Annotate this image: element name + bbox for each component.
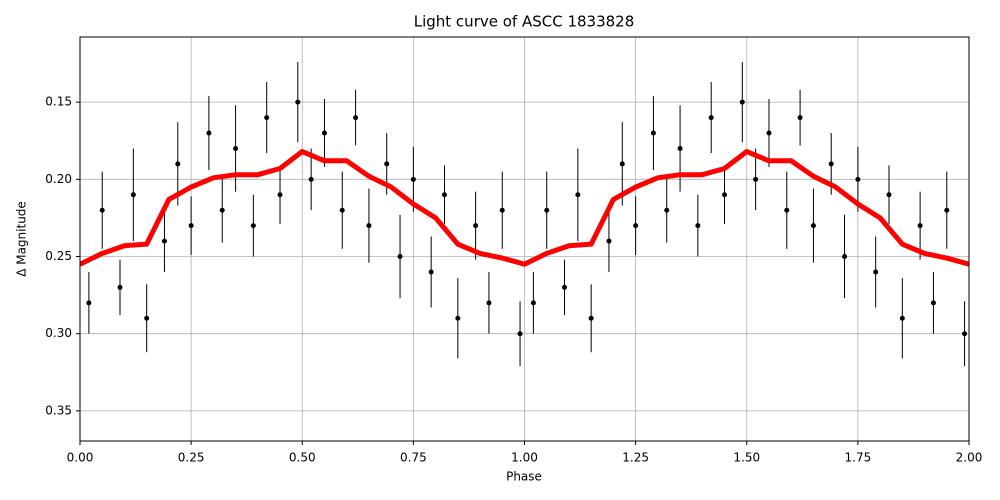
x-tick-label: 0.75 [400, 451, 427, 465]
data-point [944, 207, 950, 213]
data-point [175, 161, 181, 167]
data-point [739, 99, 745, 105]
x-tick-label: 0.50 [289, 451, 316, 465]
data-point [295, 99, 301, 105]
data-point [144, 315, 150, 321]
y-tick-label: 0.25 [45, 249, 72, 263]
data-point [233, 145, 239, 151]
data-point [397, 254, 403, 260]
data-point [562, 284, 568, 290]
data-point [486, 300, 492, 306]
x-tick-label: 0.25 [178, 451, 205, 465]
data-point [264, 115, 270, 121]
data-point [708, 115, 714, 121]
data-point [828, 161, 834, 167]
data-point [695, 223, 701, 229]
data-point [188, 223, 194, 229]
data-point [899, 315, 905, 321]
data-point [575, 192, 581, 198]
data-point [517, 331, 523, 337]
data-point [917, 223, 923, 229]
data-point [766, 130, 772, 136]
data-point [784, 207, 790, 213]
data-point [410, 176, 416, 182]
x-tick-label: 1.75 [845, 451, 872, 465]
data-point [855, 176, 861, 182]
data-point [606, 238, 612, 244]
chart-title: Light curve of ASCC 1833828 [414, 13, 635, 31]
data-point [366, 223, 372, 229]
data-point [455, 315, 461, 321]
data-point [99, 207, 105, 213]
x-tick-label: 2.00 [956, 451, 983, 465]
plot-area [80, 62, 969, 367]
data-point [308, 176, 314, 182]
data-point [664, 207, 670, 213]
y-tick-label: 0.15 [45, 95, 72, 109]
data-point [588, 315, 594, 321]
y-axis-label: Δ Magnitude [15, 201, 29, 277]
data-point [499, 207, 505, 213]
data-point [130, 192, 136, 198]
data-point [544, 207, 550, 213]
x-tick-label: 1.00 [511, 451, 538, 465]
data-point [797, 115, 803, 121]
data-point [384, 161, 390, 167]
data-point [722, 192, 728, 198]
data-point [530, 300, 536, 306]
data-point [473, 223, 479, 229]
data-point [930, 300, 936, 306]
data-point [753, 176, 759, 182]
data-point [441, 192, 447, 198]
x-axis-label: Phase [506, 470, 542, 484]
y-tick-label: 0.20 [45, 172, 72, 186]
data-point [353, 115, 359, 121]
data-point [810, 223, 816, 229]
data-point [886, 192, 892, 198]
trend-line [80, 149, 969, 267]
x-tick-label: 1.25 [622, 451, 649, 465]
data-point [206, 130, 212, 136]
data-point [873, 269, 879, 275]
data-point [86, 300, 92, 306]
data-point [619, 161, 625, 167]
data-point [321, 130, 327, 136]
data-point [250, 223, 256, 229]
y-tick-label: 0.35 [45, 403, 72, 417]
data-point [650, 130, 656, 136]
data-point [161, 238, 167, 244]
data-point [677, 145, 683, 151]
data-point [277, 192, 283, 198]
y-tick-label: 0.30 [45, 326, 72, 340]
data-point [633, 223, 639, 229]
x-tick-label: 1.50 [733, 451, 760, 465]
data-point [962, 331, 968, 337]
data-point [219, 207, 225, 213]
x-tick-label: 0.00 [67, 451, 94, 465]
axes-frame [79, 36, 970, 442]
data-point [842, 254, 848, 260]
data-point [117, 284, 123, 290]
data-point [428, 269, 434, 275]
data-point [339, 207, 345, 213]
